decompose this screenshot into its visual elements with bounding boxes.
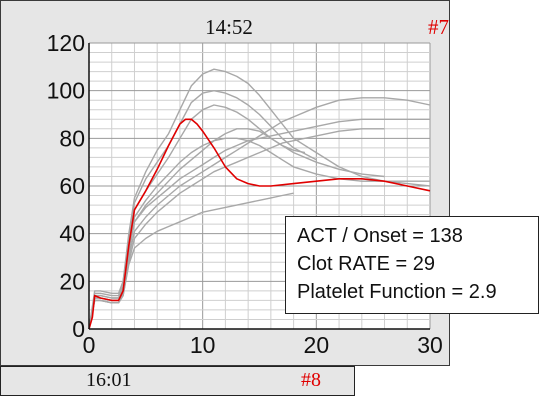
next-panel-id: #8 — [301, 369, 321, 391]
highlight-curve-line — [88, 118, 431, 330]
platelet-function-value: Platelet Function = 2.9 — [297, 281, 497, 303]
y-tick-label: 100 — [47, 78, 85, 104]
clot-rate-value: Clot RATE = 29 — [297, 253, 436, 275]
tracing-panel: 0 20 40 60 80 100 120 0 10 20 30 14:52 #7 — [0, 0, 450, 366]
x-tick-label: 0 — [83, 332, 96, 358]
panel-id: #7 — [428, 15, 449, 39]
y-tick-label: 60 — [59, 173, 85, 199]
panel-time: 14:52 — [205, 15, 253, 39]
reference-curve-3 — [88, 104, 385, 330]
y-tick-label: 120 — [47, 30, 85, 56]
x-tick-label: 10 — [190, 332, 216, 358]
y-tick-label: 0 — [72, 316, 85, 342]
x-tick-label: 30 — [417, 332, 443, 358]
next-panel-time: 16:01 — [86, 369, 132, 391]
results-box: ACT / Onset = 138 Clot RATE = 29 Platele… — [285, 216, 539, 314]
reference-curve-6 — [88, 118, 430, 330]
tracing-chart: 0 20 40 60 80 100 120 0 10 20 30 14:52 #7 — [47, 15, 449, 358]
y-tick-label: 80 — [59, 125, 85, 151]
axes: 0 20 40 60 80 100 120 0 10 20 30 — [47, 30, 443, 358]
next-tracing-panel[interactable]: 16:01 #8 — [0, 366, 355, 396]
highlight-curve — [88, 118, 431, 330]
reference-curve-9 — [88, 192, 294, 330]
x-tick-label: 20 — [304, 332, 330, 358]
act-onset-value: ACT / Onset = 138 — [297, 225, 463, 247]
y-tick-label: 40 — [59, 221, 85, 247]
y-tick-label: 20 — [59, 268, 85, 294]
